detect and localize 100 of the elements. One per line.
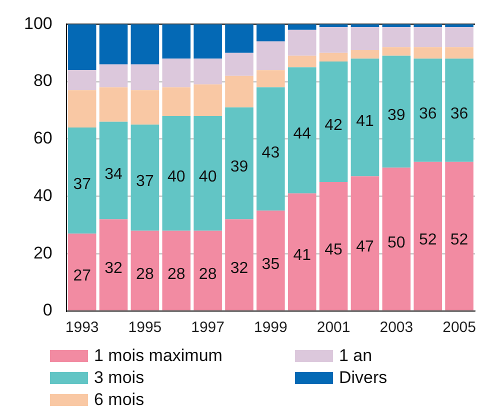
data-label: 28	[198, 266, 217, 283]
bar	[350, 176, 380, 310]
bar	[68, 127, 96, 234]
bar	[162, 116, 191, 231]
bar	[445, 162, 474, 310]
data-label: 47	[356, 238, 374, 256]
legend-label: Divers	[338, 367, 388, 389]
x-tick-label: 2001	[316, 319, 350, 336]
bar	[194, 230, 222, 310]
bar	[68, 90, 96, 128]
bar	[350, 50, 380, 59]
bar	[319, 27, 348, 53]
bar	[130, 90, 160, 125]
data-label: 44	[293, 126, 312, 143]
bar	[162, 87, 191, 116]
data-label: 27	[73, 267, 92, 284]
bar	[288, 193, 316, 310]
bar	[130, 124, 160, 231]
x-tick-label: 2003	[380, 319, 414, 336]
data-label: 41	[356, 112, 374, 130]
bar	[414, 47, 442, 59]
bar	[225, 219, 254, 310]
bar	[99, 24, 128, 64]
bar	[225, 52, 254, 76]
x-tick-label: 2005	[442, 319, 476, 336]
bar	[382, 27, 411, 48]
bar	[194, 24, 222, 59]
data-label: 41	[293, 247, 312, 264]
y-tick-label: 0	[42, 300, 52, 320]
data-label: 36	[418, 106, 437, 123]
bar	[382, 56, 411, 168]
data-label: 36	[450, 106, 468, 123]
data-label: 34	[104, 166, 123, 183]
bar	[256, 70, 285, 88]
x-tick-label: 1997	[191, 319, 224, 336]
data-label: 32	[230, 260, 248, 278]
bar	[445, 47, 474, 59]
bar	[256, 24, 285, 42]
bar	[350, 58, 380, 176]
x-tick-label: 1995	[128, 319, 162, 336]
data-label: 37	[73, 176, 92, 193]
bar	[225, 76, 254, 108]
x-tick-label: 1999	[254, 319, 288, 336]
data-label: 50	[388, 234, 406, 252]
x-tick-label: 1993	[65, 319, 99, 336]
bar	[162, 24, 191, 59]
data-label: 52	[418, 231, 437, 248]
bar	[225, 107, 254, 220]
bar	[194, 84, 222, 116]
bar	[68, 234, 96, 310]
bar	[99, 219, 128, 310]
legend-label: 3 mois	[93, 367, 146, 389]
bar	[319, 52, 348, 62]
bar	[414, 27, 442, 48]
bar	[350, 27, 380, 50]
data-label: 28	[167, 266, 186, 283]
legend-label: 1 mois maximum	[93, 345, 224, 367]
data-label: 52	[450, 231, 468, 248]
data-label: 39	[388, 107, 406, 124]
bar	[194, 58, 222, 84]
bar	[99, 64, 128, 88]
bar	[414, 162, 442, 310]
bar	[130, 64, 160, 90]
bar	[162, 58, 191, 88]
bar	[414, 58, 442, 162]
bar	[445, 27, 474, 48]
bar	[68, 24, 96, 70]
bar	[162, 230, 191, 310]
bar	[130, 230, 160, 310]
bar	[288, 30, 316, 56]
bar	[288, 56, 316, 68]
bar	[319, 61, 348, 182]
bar	[99, 122, 128, 220]
bar	[68, 70, 96, 90]
legend-label: 1 an	[338, 345, 374, 367]
y-tick-label: 100	[24, 14, 52, 33]
data-label: 32	[104, 260, 123, 278]
data-label: 35	[262, 256, 280, 273]
y-tick-label: 60	[33, 128, 52, 148]
data-label: 37	[136, 173, 154, 190]
bar	[382, 47, 411, 56]
bar	[256, 87, 285, 211]
data-label: 40	[198, 168, 217, 186]
bar	[194, 116, 222, 231]
y-tick-label: 40	[33, 186, 52, 205]
bar	[99, 87, 128, 122]
data-label: 28	[136, 266, 154, 283]
bar	[225, 24, 254, 53]
bar	[382, 168, 411, 310]
bar	[256, 41, 285, 70]
data-label: 45	[324, 242, 343, 258]
bar	[288, 67, 316, 194]
bar	[288, 24, 316, 30]
data-label: 39	[230, 158, 248, 176]
data-label: 40	[167, 168, 186, 186]
y-tick-label: 80	[33, 71, 52, 90]
bar	[130, 24, 160, 64]
bar	[445, 58, 474, 162]
bar	[319, 182, 348, 310]
data-label: 42	[324, 117, 343, 134]
